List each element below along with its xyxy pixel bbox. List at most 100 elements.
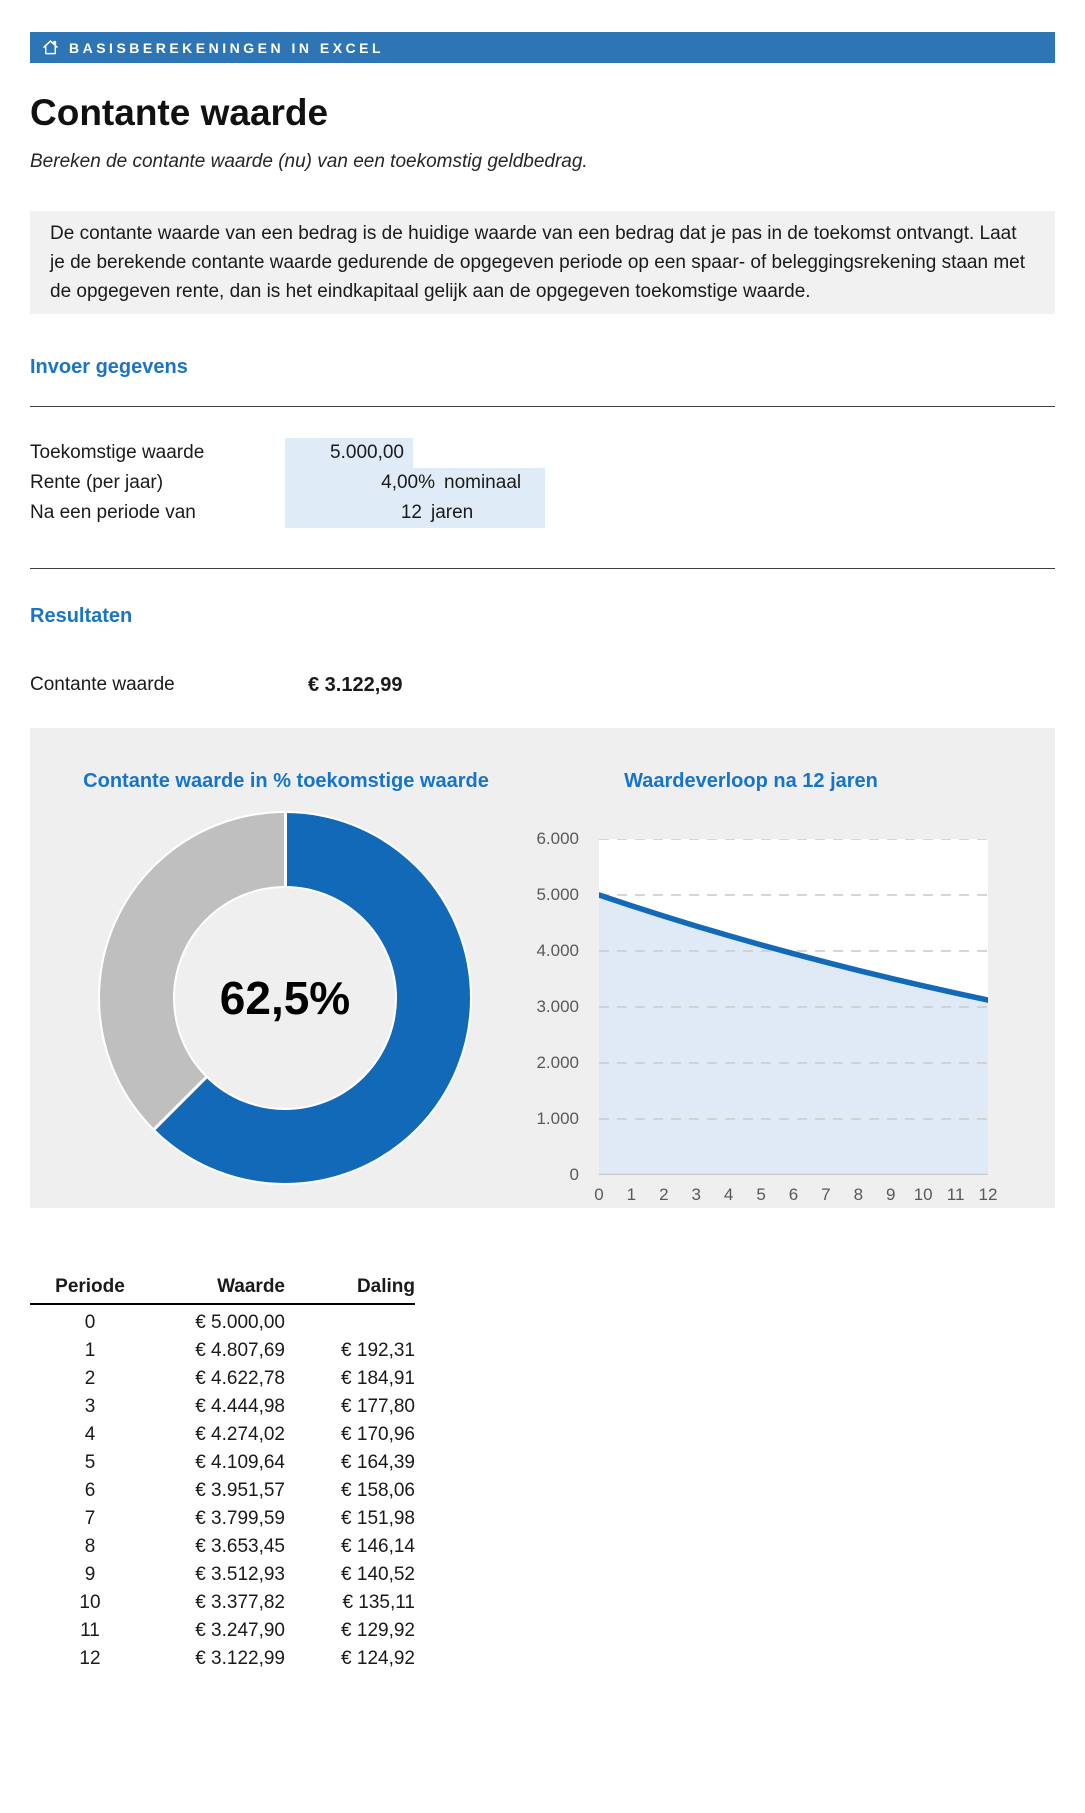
future-value-input[interactable]: 5.000,00 [330, 442, 404, 463]
charts-panel: Contante waarde in % toekomstige waarde … [30, 728, 1055, 1208]
table-cell: € 3.122,99 [195, 1648, 285, 1669]
table-header-row: Periode Waarde Daling [30, 1276, 415, 1305]
y-axis-label: 5.000 [536, 885, 579, 904]
interest-input[interactable]: 4,00% [381, 472, 435, 493]
table-body: 0 € 5.000,00 1 € 4.807,69 € 192,31 2 € 4.622,7… [30, 1309, 415, 1673]
table-cell: 7 [84, 1508, 96, 1529]
x-axis-labels: 0 1 2 3 4 5 6 7 8 9 10 11 12 [594, 1175, 997, 1209]
table-cell: € 4.444,98 [195, 1396, 285, 1417]
interest-field[interactable]: 4,00% nominaal [285, 468, 545, 498]
value-table: Periode Waarde Daling 0 € 5.000,00 1 € 4.80… [30, 1276, 415, 1673]
donut-chart-title: Contante waarde in % toekomstige waarde [83, 770, 489, 792]
table-cell: € 158,06 [341, 1480, 415, 1501]
result-value: € 3.122,99 [308, 674, 403, 696]
table-cell: € 140,52 [341, 1564, 415, 1585]
x-axis-label: 3 [691, 1185, 701, 1204]
x-axis-label: 12 [978, 1185, 998, 1204]
section-divider [30, 568, 1055, 569]
inputs-heading: Invoer gegevens [30, 356, 188, 378]
x-axis-label: 11 [946, 1185, 965, 1204]
donut-hole: 62,5% [173, 886, 397, 1110]
interest-unit: nominaal [444, 472, 522, 493]
table-cell: € 4.274,02 [195, 1424, 285, 1445]
table-cell: 9 [84, 1564, 96, 1585]
x-axis-label: 8 [853, 1185, 864, 1204]
table-cell: 12 [79, 1648, 101, 1669]
period-input[interactable]: 12 [400, 502, 422, 523]
table-row: 6 € 3.951,57 € 158,06 [30, 1477, 415, 1505]
table-row: 2 € 4.622,78 € 184,91 [30, 1365, 415, 1393]
table-row: 0 € 5.000,00 [30, 1309, 415, 1337]
description-box: De contante waarde van een bedrag is de … [30, 211, 1055, 314]
section-divider [30, 406, 1055, 407]
table-header-periode: Periode [55, 1276, 125, 1297]
x-axis-label: 0 [594, 1185, 604, 1204]
future-value-label: Toekomstige waarde [30, 442, 205, 463]
table-cell: € 184,91 [341, 1368, 415, 1389]
area-fill [599, 895, 988, 1175]
table-cell: 6 [84, 1480, 96, 1501]
x-axis-label: 6 [788, 1185, 799, 1204]
table-cell: € 3.951,57 [195, 1480, 285, 1501]
table-cell: € 3.512,93 [195, 1564, 285, 1585]
donut-percentage-label: 62,5% [219, 972, 351, 1024]
table-cell: € 124,92 [341, 1648, 415, 1669]
x-axis-label: 7 [821, 1185, 831, 1204]
result-label: Contante waarde [30, 674, 175, 695]
table-cell: € 151,98 [341, 1508, 415, 1529]
app-title: BASISBEREKENINGEN IN EXCEL [69, 39, 385, 56]
value-line [599, 892, 988, 1003]
table-cell: 3 [84, 1396, 96, 1417]
period-label: Na een periode van [30, 502, 196, 523]
y-axis-labels: 0 1.000 2.000 3.000 4.000 5.000 6.000 [514, 829, 599, 1184]
period-unit: jaren [431, 502, 474, 523]
table-header-daling: Daling [356, 1276, 415, 1297]
table-cell: 10 [79, 1592, 101, 1613]
table-cell: 0 [84, 1312, 96, 1333]
table-row: 10 € 3.377,82 € 135,11 [30, 1589, 415, 1617]
table-cell: € 135,11 [342, 1592, 415, 1613]
x-axis-label: 1 [626, 1185, 637, 1204]
y-axis-label: 0 [569, 1165, 579, 1184]
table-cell: € 5.000,00 [195, 1312, 285, 1333]
input-row-period: Na een periode van 12 jaren [30, 498, 1055, 528]
table-row: 5 € 4.109,64 € 164,39 [30, 1449, 415, 1477]
table-cell: 8 [84, 1536, 96, 1557]
future-value-field[interactable]: 5.000,00 [285, 438, 413, 468]
table-cell: € 4.622,78 [195, 1368, 285, 1389]
table-cell: € 146,14 [341, 1536, 415, 1557]
x-axis-label: 9 [886, 1185, 896, 1204]
y-axis-label: 6.000 [536, 829, 579, 848]
top-nav-bar: BASISBEREKENINGEN IN EXCEL [30, 32, 1055, 63]
table-cell: € 3.377,82 [195, 1592, 285, 1613]
result-row: Contante waarde € 3.122,99 [30, 673, 1055, 697]
table-cell: € 170,96 [341, 1424, 415, 1445]
table-cell: € 177,80 [341, 1396, 415, 1417]
table-row: 9 € 3.512,93 € 140,52 [30, 1561, 415, 1589]
table-cell: € 4.807,69 [195, 1340, 285, 1361]
table-row: 8 € 3.653,45 € 146,14 [30, 1533, 415, 1561]
table-row: 7 € 3.799,59 € 151,98 [30, 1505, 415, 1533]
y-axis-label: 2.000 [536, 1053, 579, 1072]
line-chart: Waardeverloop na 12 jaren 0 1.000 2.000 3.0… [514, 770, 997, 1209]
input-row-interest: Rente (per jaar) 4,00% nominaal [30, 468, 1055, 498]
table-cell: € 192,31 [341, 1340, 415, 1361]
period-field[interactable]: 12 jaren [285, 498, 545, 528]
table-row: 1 € 4.807,69 € 192,31 [30, 1337, 415, 1365]
table-cell: € 3.799,59 [195, 1508, 285, 1529]
line-chart-title: Waardeverloop na 12 jaren [624, 770, 878, 792]
table-cell: € 164,39 [341, 1452, 415, 1473]
x-axis-label: 10 [913, 1185, 933, 1204]
table-cell: 1 [84, 1340, 96, 1361]
table-header-waarde: Waarde [217, 1276, 285, 1297]
table-row: 12 € 3.122,99 € 124,92 [30, 1645, 415, 1673]
donut-chart: 62,5% [98, 811, 472, 1185]
page-subtitle: Bereken de contante waarde (nu) van een … [30, 151, 588, 172]
table-cell: 2 [84, 1368, 96, 1389]
table-cell: € 129,92 [341, 1620, 415, 1641]
home-icon[interactable] [42, 39, 59, 56]
page-title: Contante waarde [30, 92, 329, 133]
inputs-section: Toekomstige waarde 5.000,00 Rente (per j… [30, 438, 1055, 528]
x-axis-label: 4 [723, 1185, 734, 1204]
table-cell: € 3.247,90 [195, 1620, 285, 1641]
